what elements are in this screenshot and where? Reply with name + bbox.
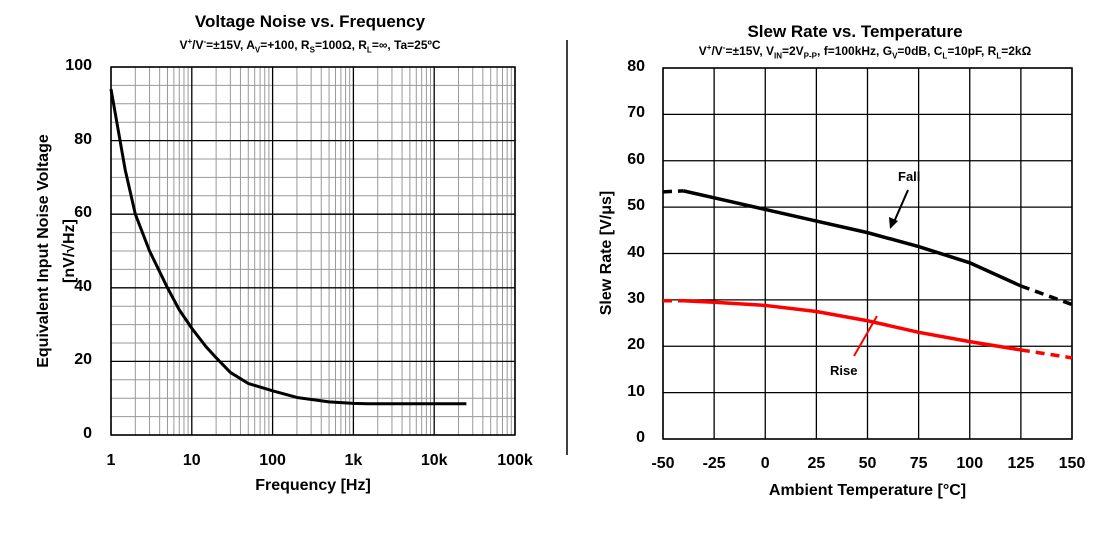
rise-series-line-dashed-high	[1020, 348, 1073, 360]
subtitle-segment: IN	[773, 51, 782, 61]
chart-subtitle: V+/V-=±15V, AV=+100, RS=100Ω, RL=∞, Ta=2…	[179, 37, 440, 54]
subtitle-segment: =∞, Ta=25ºC	[371, 38, 441, 52]
chart-title: Voltage Noise vs. Frequency	[194, 12, 426, 31]
fall-series-line	[683, 189, 1022, 288]
y-tick-label: 30	[627, 289, 645, 307]
subtitle-segment: V	[698, 44, 707, 58]
x-tick-label: 125	[1007, 455, 1035, 472]
x-tick-label: -25	[702, 455, 726, 472]
y-tick-label: 70	[627, 104, 645, 122]
subtitle-segment: =±15V, V	[725, 44, 774, 58]
y-tick-label: 40	[627, 243, 645, 261]
plot-frame	[110, 66, 516, 436]
fall-arrow-line	[893, 189, 909, 223]
x-axis-label: Ambient Temperature [°C]	[768, 482, 967, 499]
subtitle-segment: V	[254, 45, 261, 55]
subtitle-segment: L	[996, 51, 1002, 61]
subtitle-segment: -	[203, 37, 207, 46]
subtitle-segment: =±15V, A	[206, 38, 255, 52]
subtitle-segment: L	[942, 51, 948, 61]
y-tick-label: 40	[74, 277, 92, 295]
rise-annotation: Rise	[830, 363, 858, 378]
noise-series-line	[109, 88, 467, 406]
subtitle-segment: P-P	[803, 51, 818, 61]
y-tick-label: 80	[74, 130, 92, 148]
fall-series-line-dashed-high	[1020, 284, 1073, 307]
x-tick-label: 150	[1058, 455, 1086, 472]
subtitle-segment: =10pF, R	[947, 44, 997, 58]
subtitle-segment: =2kΩ	[1001, 44, 1032, 58]
subtitle-segment: V	[179, 38, 188, 52]
subtitle-segment: S	[309, 45, 315, 55]
x-axis-label: Frequency [Hz]	[255, 477, 371, 494]
subtitle-segment: , f=100kHz, G	[817, 44, 893, 58]
chart-subtitle: V+/V-=±15V, VIN=2VP-P, f=100kHz, GV=0dB,…	[699, 43, 1031, 60]
subtitle-segment: -	[722, 43, 726, 52]
y-tick-label: 80	[627, 58, 645, 75]
x-tick-label: 10	[182, 452, 201, 469]
y-tick-label: 60	[74, 204, 92, 222]
subtitle-segment: /V	[192, 38, 204, 52]
fall-annotation: Fall	[898, 169, 921, 184]
y-tick-label: 60	[627, 150, 645, 168]
subtitle-segment: =100Ω, R	[314, 38, 367, 52]
fall-arrow-head	[889, 217, 898, 229]
x-tick-label: 50	[858, 455, 877, 472]
subtitle-segment: =0dB, C	[897, 44, 943, 58]
subtitle-segment: V	[892, 51, 898, 61]
fall-series-line-dashed-low	[662, 189, 684, 194]
subtitle-segment: /V	[711, 44, 723, 58]
y-tick-label: 0	[636, 429, 645, 446]
x-tick-label: 25	[807, 455, 826, 472]
y-axis-label: Slew Rate [V/μs]	[598, 190, 615, 316]
subtitle-segment: L	[366, 45, 372, 55]
subtitle-segment: =+100, R	[260, 38, 310, 52]
subtitle-segment: +	[706, 43, 712, 52]
y-axis-unit-label: [nV/√Hz]	[61, 219, 78, 283]
x-tick-label: 100	[259, 452, 286, 469]
y-axis-label: Equivalent Input Noise Voltage	[35, 134, 52, 368]
x-tick-label: 1	[106, 452, 116, 469]
y-tick-label: 10	[627, 382, 645, 400]
x-tick-label: 100	[956, 455, 984, 472]
subtitle-segment: =2V	[781, 44, 804, 58]
x-tick-label: 75	[909, 455, 928, 472]
y-tick-label: 100	[65, 57, 92, 74]
rise-series-line	[683, 299, 1022, 352]
x-tick-label: 100k	[497, 452, 533, 469]
subtitle-segment: +	[187, 37, 193, 46]
rise-pointer-line	[853, 315, 878, 357]
x-tick-label: 10k	[420, 452, 448, 469]
plot-frame	[662, 67, 1073, 440]
x-tick-label: -50	[651, 455, 675, 472]
y-tick-label: 50	[627, 197, 645, 215]
y-tick-label: 0	[83, 425, 92, 442]
y-tick-label: 20	[627, 336, 645, 354]
x-tick-label: 0	[760, 455, 770, 472]
chart-title: Slew Rate vs. Temperature	[747, 22, 963, 41]
y-tick-label: 20	[74, 351, 92, 369]
x-tick-label: 1k	[344, 452, 363, 469]
